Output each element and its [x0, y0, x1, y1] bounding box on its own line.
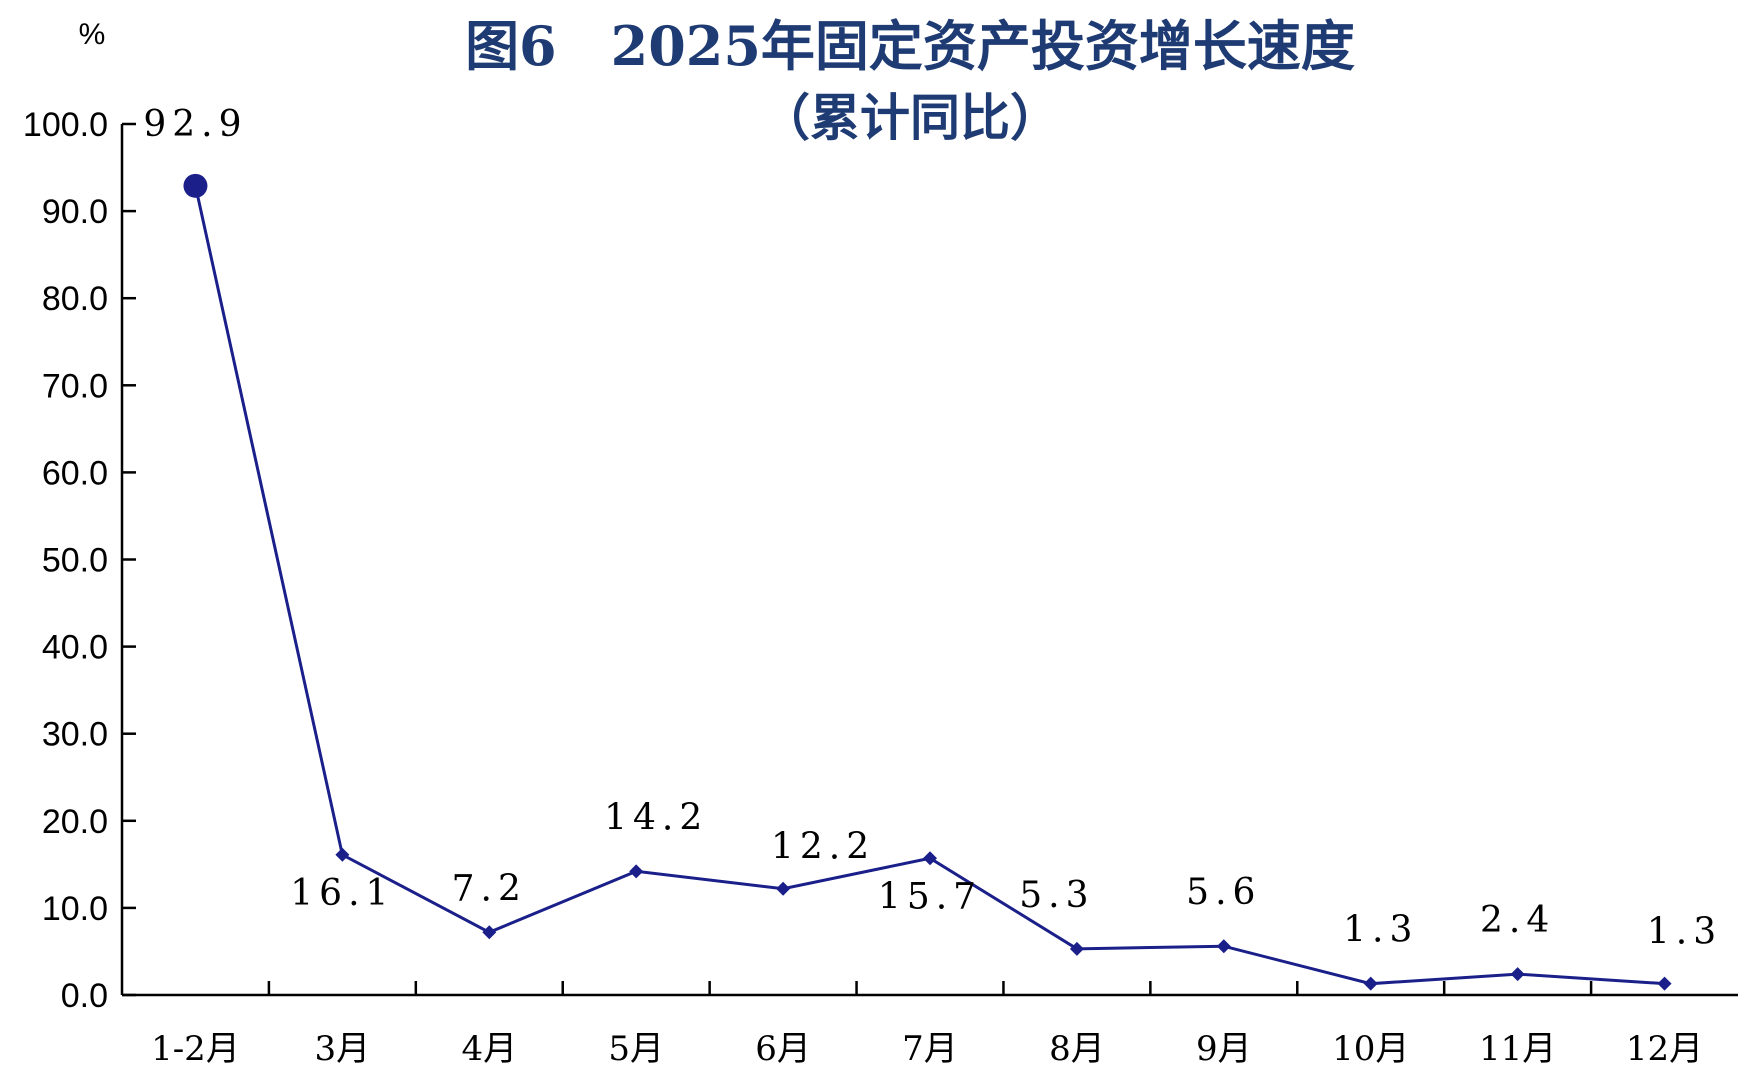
x-tick-label: 5月 — [608, 1029, 664, 1069]
y-tick-label: 100.0 — [23, 106, 108, 144]
data-point — [1510, 967, 1525, 982]
data-point — [629, 864, 644, 879]
data-point — [1657, 976, 1672, 991]
data-label: 5.3 — [1019, 875, 1094, 916]
data-point — [923, 851, 937, 866]
data-point — [183, 173, 208, 198]
y-tick-label: 0.0 — [61, 977, 108, 1015]
data-label: 1.3 — [1647, 912, 1722, 953]
data-label: 16.1 — [290, 873, 394, 914]
y-tick-label: 70.0 — [42, 367, 108, 405]
data-label: 14.2 — [604, 797, 708, 838]
y-tick-label: 10.0 — [42, 890, 108, 928]
data-point — [335, 847, 350, 862]
chart-subtitle: （累计同比） — [760, 88, 1060, 147]
x-tick-label: 1-2月 — [151, 1029, 240, 1069]
data-label: 1.3 — [1343, 910, 1418, 951]
x-tick-label: 7月 — [902, 1029, 958, 1069]
data-point — [1069, 941, 1084, 956]
y-tick-label: 90.0 — [42, 193, 108, 231]
y-tick-label: 20.0 — [42, 803, 108, 841]
data-label: 2.4 — [1480, 900, 1555, 941]
x-tick-label: 3月 — [315, 1029, 371, 1069]
data-label: 7.2 — [452, 868, 527, 909]
y-tick-label: 60.0 — [42, 454, 108, 492]
series-line-group — [183, 173, 1672, 991]
data-point — [1363, 976, 1378, 991]
y-axis-unit: % — [79, 18, 106, 51]
y-tick-label: 50.0 — [42, 542, 108, 580]
y-tick-label: 40.0 — [42, 629, 108, 667]
x-tick-label: 9月 — [1196, 1029, 1252, 1069]
chart-title: 图6 2025年固定资产投资增长速度 — [465, 14, 1355, 78]
axes: 0.0 10.0 20.0 30.0 40.0 50.0 60.0 70.0 80.0 90.0 1… — [23, 106, 1738, 1069]
x-tick-label: 11月 — [1479, 1029, 1556, 1069]
x-tick-label: 4月 — [461, 1029, 517, 1069]
x-tick-label: 8月 — [1049, 1029, 1105, 1069]
data-point — [776, 881, 791, 896]
data-point — [482, 925, 497, 940]
data-point — [1216, 939, 1231, 954]
data-label-group: 92.9 16.1 7.2 14.2 12.215.7 5.3 5.6 1.3 2.4 1.3 — [143, 104, 1722, 953]
x-tick-label: 12月 — [1626, 1029, 1703, 1069]
data-label: 92.9 — [143, 104, 247, 145]
y-tick-label: 30.0 — [42, 716, 108, 754]
x-tick-label: 10月 — [1332, 1029, 1409, 1069]
x-tick-label: 6月 — [755, 1029, 811, 1069]
data-label: 15.7 — [878, 876, 982, 917]
data-label: 5.6 — [1186, 872, 1261, 913]
y-tick-label: 80.0 — [42, 280, 108, 318]
data-label: 12.2 — [771, 827, 875, 868]
